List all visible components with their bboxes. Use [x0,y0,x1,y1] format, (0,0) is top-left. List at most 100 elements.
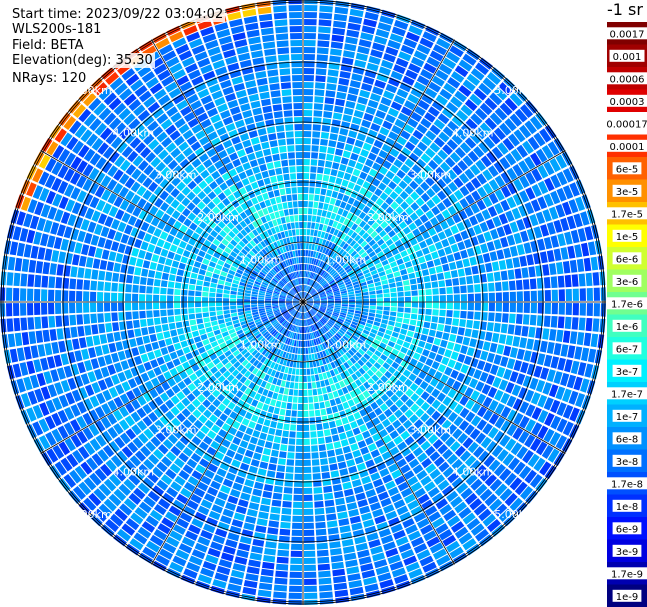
range-gate [306,303,313,307]
range-gate [309,187,315,194]
range-gate [306,298,313,301]
range-gate [150,217,160,227]
range-gate [382,362,391,370]
range-gate [15,194,25,209]
range-gate [320,217,326,224]
range-gate [325,275,332,281]
range-gate [212,325,220,331]
range-gate [108,251,117,262]
range-gate [482,169,493,181]
range-gate [288,367,293,375]
range-gate [437,248,446,257]
range-gate [348,307,355,310]
range-gate [27,303,34,316]
range-gate [327,392,334,400]
range-gate [450,521,465,533]
range-gate [70,404,81,417]
range-gate [262,207,269,216]
range-gate [415,387,424,396]
range-gate [189,425,199,435]
range-gate [450,351,459,361]
range-gate [351,263,359,270]
range-gate [550,276,558,288]
ray-110 [152,32,302,299]
range-gate [410,284,418,291]
range-gate [462,79,476,92]
range-gate [384,225,393,234]
range-gate [165,142,177,153]
range-gate [363,482,374,491]
range-gate [303,452,311,459]
range-gate [192,388,201,398]
range-gate [119,173,130,185]
range-gate [230,305,237,310]
range-gate [20,273,28,287]
range-gate [54,382,64,395]
range-gate [327,182,335,190]
range-gate [259,432,267,440]
range-gate [176,192,186,203]
range-gate [276,240,282,248]
range-gate [303,494,313,501]
range-gate [324,286,331,291]
range-gate [418,340,426,348]
range-gate [530,290,537,302]
range-gate [385,196,394,206]
range-gate [195,307,202,313]
range-gate [337,207,344,216]
range-gate [368,239,376,247]
range-gate [370,449,380,458]
range-gate [355,341,362,348]
range-gate [320,328,326,334]
range-gate [191,75,204,86]
range-gate [274,323,281,329]
range-gate [82,412,93,426]
range-gate [175,549,190,561]
range-gate [284,252,289,259]
range-gate [286,298,293,301]
range-gate [423,165,434,175]
range-gate [516,219,526,231]
range-gate [370,49,383,59]
range-gate [409,278,417,285]
range-gate [395,206,404,215]
range-gate [314,223,320,230]
range-gate [255,265,262,271]
range-gate [348,291,355,295]
range-gate [336,256,343,263]
range-gate [52,397,63,411]
range-gate [442,263,450,272]
range-gate [357,393,366,402]
range-gate [257,179,265,187]
range-gate [295,304,300,309]
ray-35 [306,303,596,395]
range-gate [398,542,412,553]
range-gate [385,547,399,558]
range-gate [152,107,165,119]
range-gate [236,446,246,455]
range-gate [148,424,160,435]
range-gate [316,381,321,388]
range-gate [380,375,389,383]
range-gate [279,281,285,287]
range-gate [287,306,294,310]
range-gate [229,489,241,498]
range-gate [251,307,258,310]
range-gate [289,308,295,313]
range-gate [315,314,320,320]
range-gate [174,135,185,147]
range-gate [181,283,189,290]
range-gate [121,68,136,81]
range-gate [100,127,113,141]
range-gate [286,284,291,290]
range-gate [424,481,436,492]
range-gate [333,20,347,29]
range-gate [251,197,259,205]
range-gate [191,518,204,529]
range-gate [282,288,289,293]
range-gate [394,239,403,248]
range-gate [417,141,428,152]
range-gate [127,215,137,226]
range-gate [263,230,270,238]
range-gate [316,245,321,252]
